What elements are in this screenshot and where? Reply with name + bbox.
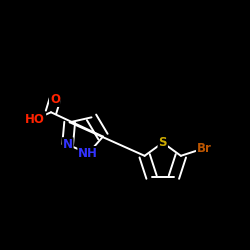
Text: Br: Br <box>197 142 212 155</box>
Text: N: N <box>63 138 73 151</box>
Text: S: S <box>158 136 167 149</box>
Text: NH: NH <box>78 147 98 160</box>
Text: O: O <box>50 93 60 106</box>
Text: HO: HO <box>25 112 45 126</box>
